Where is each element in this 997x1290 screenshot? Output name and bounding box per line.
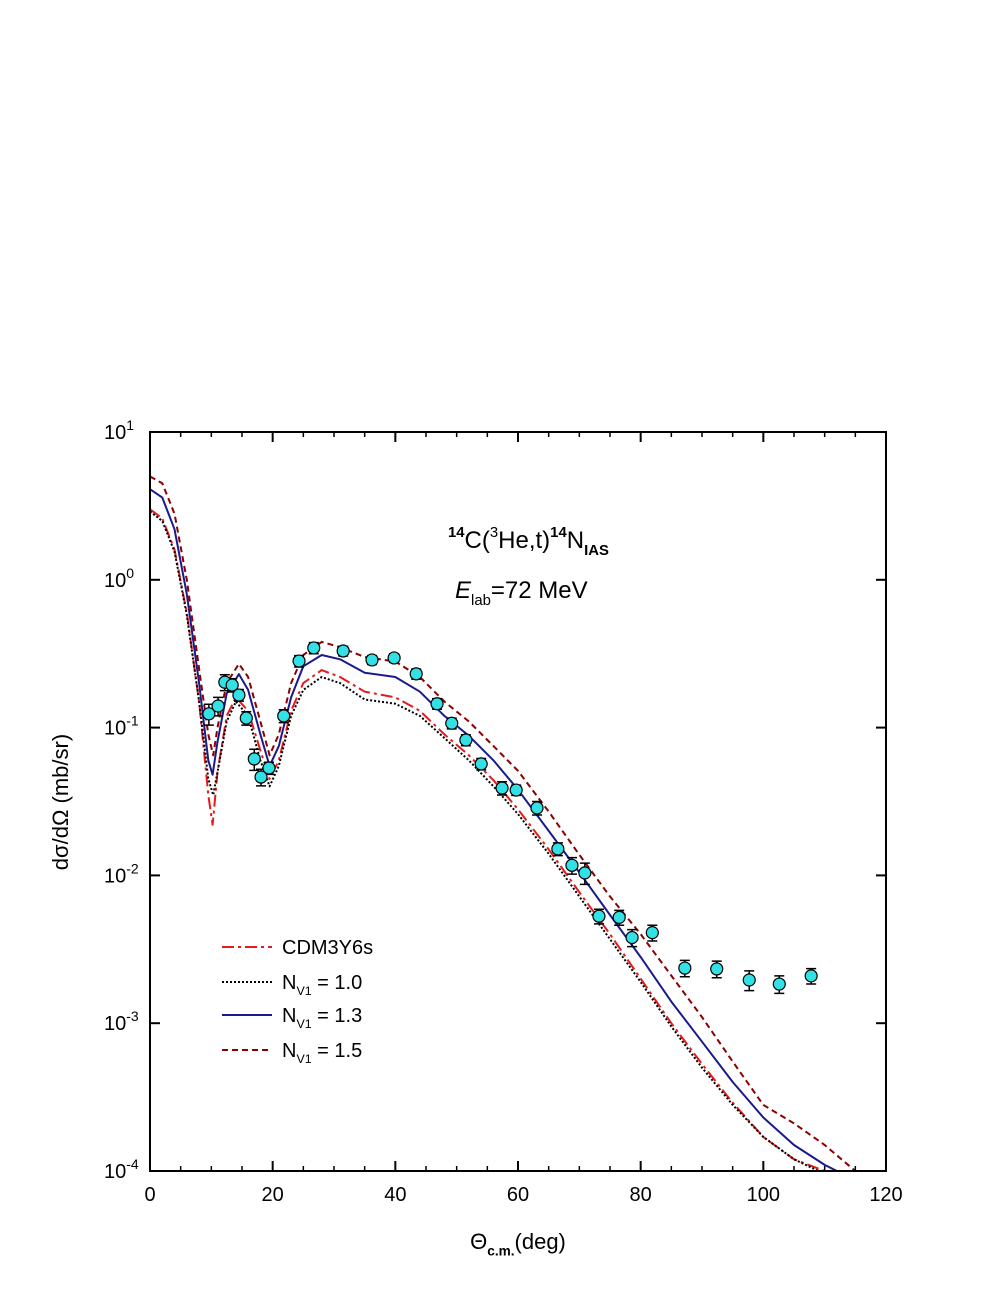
y-tick-label: 100: [104, 565, 134, 592]
y-tick-power: -4: [126, 1156, 139, 1172]
data-point: [202, 707, 216, 721]
data-point: [612, 910, 626, 924]
y-tick-base: 10: [104, 1161, 126, 1183]
legend-label-part: N: [282, 972, 296, 994]
y-tick-label: 10-3: [104, 1008, 139, 1035]
reaction-label-part: He,t): [498, 527, 550, 554]
data-point: [495, 781, 509, 795]
y-tick-label: 10-1: [104, 713, 139, 740]
y-tick-label: 101: [104, 417, 134, 444]
x-axis-label-part: Θ: [470, 1229, 487, 1254]
y-axis-label: dσ/dΩ (mb/sr): [48, 734, 73, 870]
reaction-label-part: C(: [465, 527, 490, 554]
energy-label-part: lab: [471, 593, 491, 609]
y-tick-base: 10: [104, 718, 126, 740]
data-point: [262, 761, 276, 775]
reaction-label-part: N: [567, 527, 584, 554]
x-tick-label: 40: [384, 1184, 406, 1206]
legend-label: NV1 = 1.3: [282, 1005, 362, 1031]
x-tick-label: 60: [507, 1184, 529, 1206]
data-point: [565, 858, 579, 872]
legend-label: CDM3Y6s: [282, 937, 373, 959]
energy-label-part: E: [455, 577, 472, 604]
y-tick-base: 10: [104, 865, 126, 887]
x-tick-label: 0: [144, 1184, 155, 1206]
series-line: [150, 488, 838, 1171]
legend-label-part: = 1.0: [312, 972, 363, 994]
data-point: [445, 716, 459, 730]
data-point: [387, 651, 401, 665]
plot-area: [150, 475, 856, 1171]
reaction-label-part: 14: [448, 525, 465, 541]
data-point: [645, 926, 659, 940]
series-line: [150, 508, 826, 1171]
data-point: [592, 909, 606, 923]
data-point: [509, 783, 523, 797]
data-point: [307, 641, 321, 655]
data-point: [225, 678, 239, 692]
legend-label-part: = 1.3: [312, 1005, 363, 1027]
y-tick-power: 0: [126, 565, 134, 581]
data-point: [292, 654, 306, 668]
legend-label: NV1 = 1.5: [282, 1040, 362, 1066]
data-point: [678, 961, 692, 975]
legend-label-part: V1: [296, 984, 311, 998]
data-point: [430, 697, 444, 711]
reaction-label-part: 14: [550, 525, 567, 541]
y-tick-base: 10: [104, 1013, 126, 1035]
data-point: [232, 688, 246, 702]
data-point: [254, 770, 268, 784]
data-point: [551, 842, 565, 856]
y-tick-power: 1: [126, 417, 134, 433]
x-axis-label-part: (deg): [515, 1229, 566, 1254]
data-point: [211, 699, 225, 713]
data-point: [409, 667, 423, 681]
data-point: [239, 711, 253, 725]
legend-label: NV1 = 1.0: [282, 972, 362, 998]
energy-label-part: =72 MeV: [491, 577, 588, 604]
x-axis-label-part: c.m.: [487, 1244, 514, 1259]
x-tick-label: 100: [747, 1184, 780, 1206]
data-point: [459, 733, 473, 747]
x-axis-label: Θc.m.(deg): [470, 1229, 566, 1259]
legend-label-part: V1: [296, 1052, 311, 1066]
data-point: [277, 709, 291, 723]
y-tick-power: -1: [126, 713, 139, 729]
y-tick-power: -3: [126, 1008, 139, 1024]
legend-label-part: = 1.5: [312, 1040, 363, 1062]
legend-label-part: V1: [296, 1017, 311, 1031]
x-tick-label: 20: [262, 1184, 284, 1206]
data-point: [804, 969, 818, 983]
y-tick-base: 10: [104, 570, 126, 592]
series-line: [150, 510, 819, 1171]
data-point: [625, 930, 639, 945]
data-point: [742, 973, 756, 987]
data-point: [336, 644, 350, 658]
y-tick-label: 10-2: [104, 860, 139, 887]
data-point: [710, 962, 724, 976]
data-point: [247, 752, 261, 766]
data-point: [365, 653, 379, 667]
y-tick-base: 10: [104, 422, 126, 444]
reaction-label: 14C(3He,t)14NIAS: [448, 525, 609, 559]
data-point: [530, 801, 544, 815]
data-point: [578, 866, 592, 880]
y-tick-power: -2: [126, 860, 139, 876]
legend-label-part: CDM3Y6s: [282, 937, 373, 959]
reaction-label-part: 3: [490, 525, 498, 541]
legend-label-part: N: [282, 1040, 296, 1062]
energy-label: Elab=72 MeV: [455, 577, 588, 609]
data-point: [772, 977, 786, 991]
legend-label-part: N: [282, 1005, 296, 1027]
series-line: [150, 475, 856, 1171]
x-tick-label: 80: [630, 1184, 652, 1206]
x-tick-label: 120: [869, 1184, 902, 1206]
reaction-label-part: IAS: [584, 543, 609, 559]
data-point: [474, 757, 488, 771]
y-tick-label: 10-4: [104, 1156, 139, 1183]
